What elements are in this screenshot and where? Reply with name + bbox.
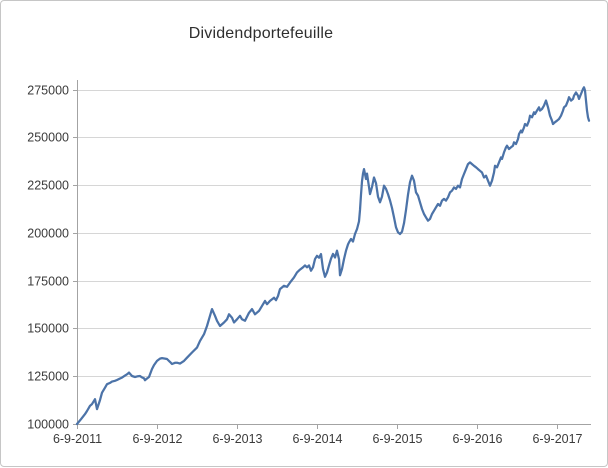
x-axis-label: 6-9-2012	[132, 432, 182, 446]
x-axis-label: 6-9-2013	[212, 432, 262, 446]
y-axis-label: 125000	[27, 370, 69, 384]
y-axis-label: 150000	[27, 322, 69, 336]
x-axis-label: 6-9-2017	[532, 432, 582, 446]
x-axis-label: 6-9-2016	[452, 432, 502, 446]
x-axis-label: 6-9-2015	[372, 432, 422, 446]
series-line	[75, 86, 591, 426]
y-axis-label: 100000	[27, 418, 69, 432]
y-axis-label: 275000	[27, 84, 69, 98]
x-axis-label: 6-9-2014	[292, 432, 342, 446]
y-axis-label: 225000	[27, 179, 69, 193]
y-axis-label: 175000	[27, 275, 69, 289]
y-axis-label: 200000	[27, 227, 69, 241]
x-axis-label: 6-9-2011	[53, 432, 102, 446]
y-axis-label: 250000	[27, 131, 69, 145]
chart-title: Dividendportefeuille	[188, 25, 334, 42]
